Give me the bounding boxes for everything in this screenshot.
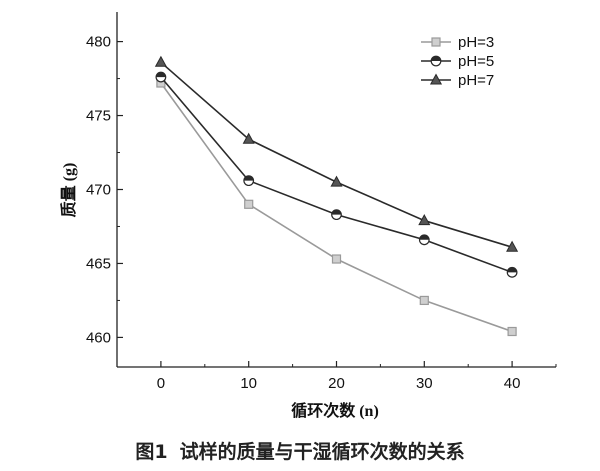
y-tick-label: 480	[86, 34, 111, 51]
y-tick-label: 470	[86, 182, 111, 199]
series-pH=5	[155, 71, 518, 278]
legend: pH=3 pH=5 pH=7	[421, 34, 494, 89]
y-tick-label: 475	[86, 108, 111, 125]
marker-fill	[331, 209, 342, 215]
marker-fill	[243, 175, 254, 181]
x-tick-label: 20	[328, 375, 345, 392]
data-point	[506, 240, 519, 252]
data-point	[243, 175, 255, 187]
legend-item: pH=5	[421, 53, 494, 70]
marker-fill	[419, 234, 430, 240]
series-line	[160, 76, 513, 274]
series-line	[160, 82, 513, 333]
series-pH=3	[156, 78, 517, 337]
data-point	[418, 234, 430, 246]
figure-caption-text: 试样的质量与干湿循环次数的关系	[179, 441, 465, 463]
x-tick-label: 40	[504, 375, 521, 392]
figure-caption: 图1 试样的质量与干湿循环次数的关系	[0, 437, 600, 464]
legend-marker	[429, 73, 443, 85]
series-layer	[154, 55, 519, 337]
legend-marker	[431, 37, 441, 47]
x-tick-label: 30	[416, 375, 433, 392]
legend-label: pH=5	[458, 53, 494, 70]
legend-marker	[430, 55, 442, 67]
marker-fill	[507, 267, 517, 273]
legend-item: pH=3	[421, 34, 494, 51]
x-axis-title: 循环次数 (n)	[291, 401, 379, 420]
data-point	[244, 199, 254, 209]
figure-number: 图1	[135, 441, 168, 463]
data-point	[418, 214, 431, 226]
data-point	[507, 326, 517, 337]
legend-label: pH=7	[458, 72, 494, 89]
series-pH=7	[154, 55, 519, 252]
marker-fill	[431, 56, 441, 61]
data-point	[419, 295, 429, 306]
data-point	[331, 209, 342, 221]
data-point	[154, 55, 167, 67]
line-chart: 460 465 470 475 480 0 10 20 30 40 pH=3 pH=5 pH=7 质…	[59, 12, 557, 420]
legend-item: pH=7	[421, 72, 494, 89]
y-tick-label: 465	[86, 255, 111, 272]
data-point	[506, 266, 518, 278]
marker-fill	[156, 72, 166, 78]
data-point	[242, 132, 255, 144]
y-axis-title: 质量 (g)	[59, 163, 78, 218]
y-axis-ticks: 460 465 470 475 480	[86, 34, 123, 346]
data-point	[155, 71, 167, 83]
legend-label: pH=3	[458, 34, 494, 51]
data-point	[330, 175, 343, 187]
x-tick-label: 10	[240, 375, 257, 392]
x-tick-label: 0	[157, 375, 165, 392]
data-point	[331, 254, 342, 264]
y-tick-label: 460	[86, 329, 111, 346]
x-axis-ticks: 0 10 20 30 40	[157, 361, 557, 392]
